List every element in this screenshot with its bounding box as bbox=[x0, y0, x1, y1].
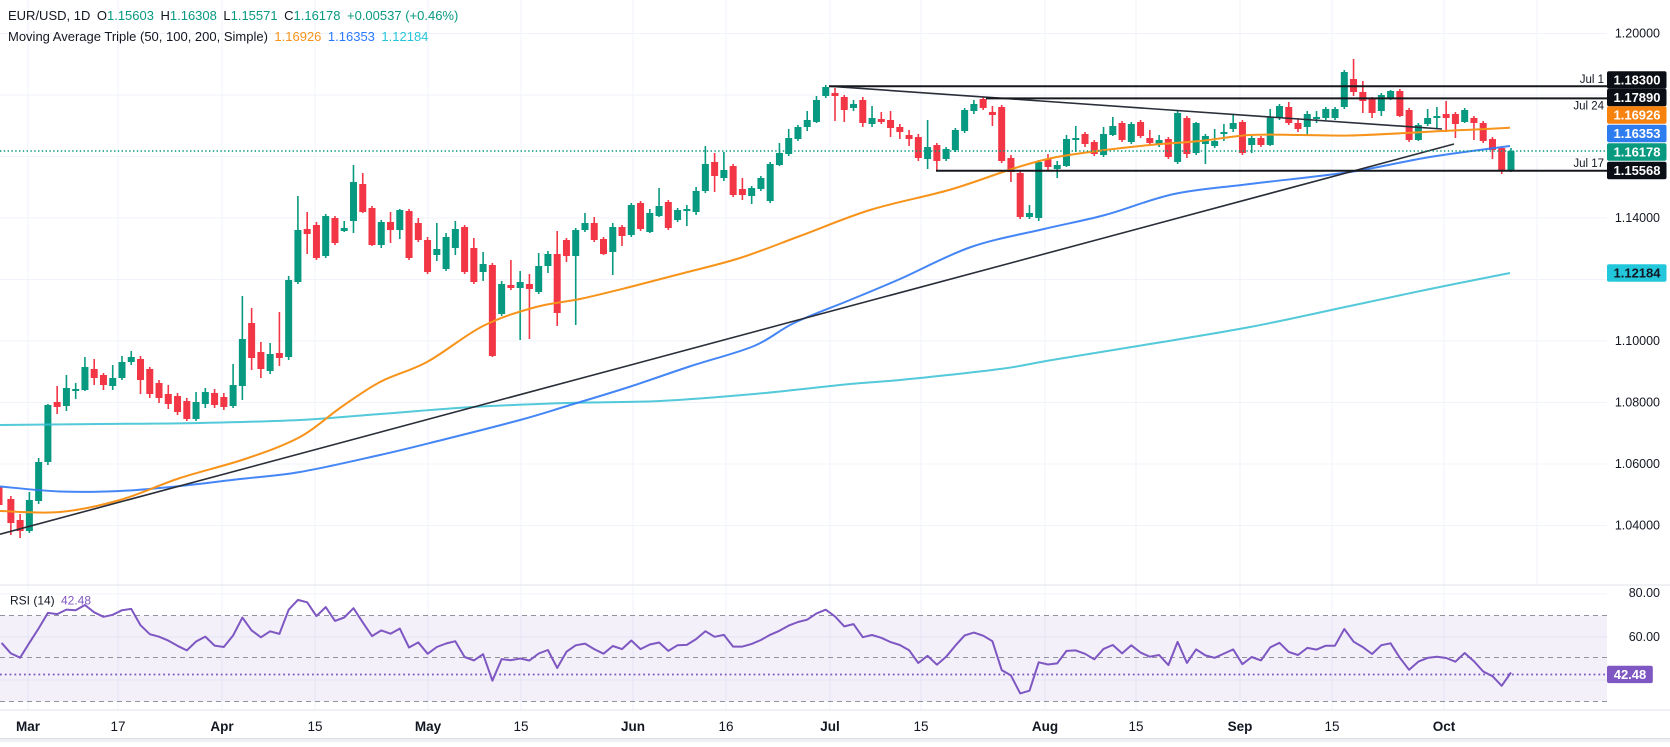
svg-text:Sep: Sep bbox=[1228, 719, 1253, 734]
svg-text:1.17890: 1.17890 bbox=[1614, 90, 1661, 105]
svg-text:42.48: 42.48 bbox=[1614, 667, 1647, 682]
svg-text:1.16926: 1.16926 bbox=[1614, 108, 1661, 123]
svg-text:1.08000: 1.08000 bbox=[1615, 396, 1660, 410]
svg-text:1.15568: 1.15568 bbox=[1614, 163, 1661, 178]
svg-text:1.16353: 1.16353 bbox=[1614, 126, 1661, 141]
svg-text:Jun: Jun bbox=[621, 719, 645, 734]
svg-text:1.18300: 1.18300 bbox=[1614, 73, 1661, 88]
svg-text:Moving Average Triple (50, 100: Moving Average Triple (50, 100, 200, Sim… bbox=[8, 29, 428, 44]
svg-text:Jul 1: Jul 1 bbox=[1580, 74, 1604, 86]
svg-text:Oct: Oct bbox=[1433, 719, 1456, 734]
svg-text:1.04000: 1.04000 bbox=[1615, 519, 1660, 533]
svg-text:Mar: Mar bbox=[16, 719, 41, 734]
svg-text:May: May bbox=[415, 719, 442, 734]
svg-text:1.14000: 1.14000 bbox=[1615, 211, 1660, 225]
svg-text:15: 15 bbox=[913, 719, 928, 734]
svg-text:EUR/USD, 1D O1.15603 H1.16308: EUR/USD, 1D O1.15603 H1.16308 L1.15571 C… bbox=[8, 8, 458, 23]
svg-text:1.12184: 1.12184 bbox=[1614, 266, 1662, 281]
svg-text:RSI (14): RSI (14) bbox=[10, 594, 55, 608]
svg-text:42.48: 42.48 bbox=[61, 594, 91, 608]
svg-text:17: 17 bbox=[110, 719, 125, 734]
svg-text:16: 16 bbox=[718, 719, 733, 734]
svg-text:Jul: Jul bbox=[820, 719, 840, 734]
svg-text:Apr: Apr bbox=[210, 719, 234, 734]
svg-text:1.20000: 1.20000 bbox=[1615, 27, 1660, 41]
svg-text:Aug: Aug bbox=[1032, 719, 1058, 734]
svg-text:Jul 24: Jul 24 bbox=[1573, 100, 1604, 112]
svg-text:60.00: 60.00 bbox=[1629, 630, 1660, 644]
svg-text:1.10000: 1.10000 bbox=[1615, 334, 1660, 348]
svg-text:1.16178: 1.16178 bbox=[1614, 145, 1661, 160]
svg-text:80.00: 80.00 bbox=[1629, 586, 1660, 600]
svg-text:15: 15 bbox=[1324, 719, 1339, 734]
svg-text:15: 15 bbox=[307, 719, 322, 734]
svg-text:15: 15 bbox=[513, 719, 528, 734]
svg-text:Jul 17: Jul 17 bbox=[1573, 158, 1604, 170]
svg-text:1.06000: 1.06000 bbox=[1615, 457, 1660, 471]
svg-text:15: 15 bbox=[1128, 719, 1143, 734]
